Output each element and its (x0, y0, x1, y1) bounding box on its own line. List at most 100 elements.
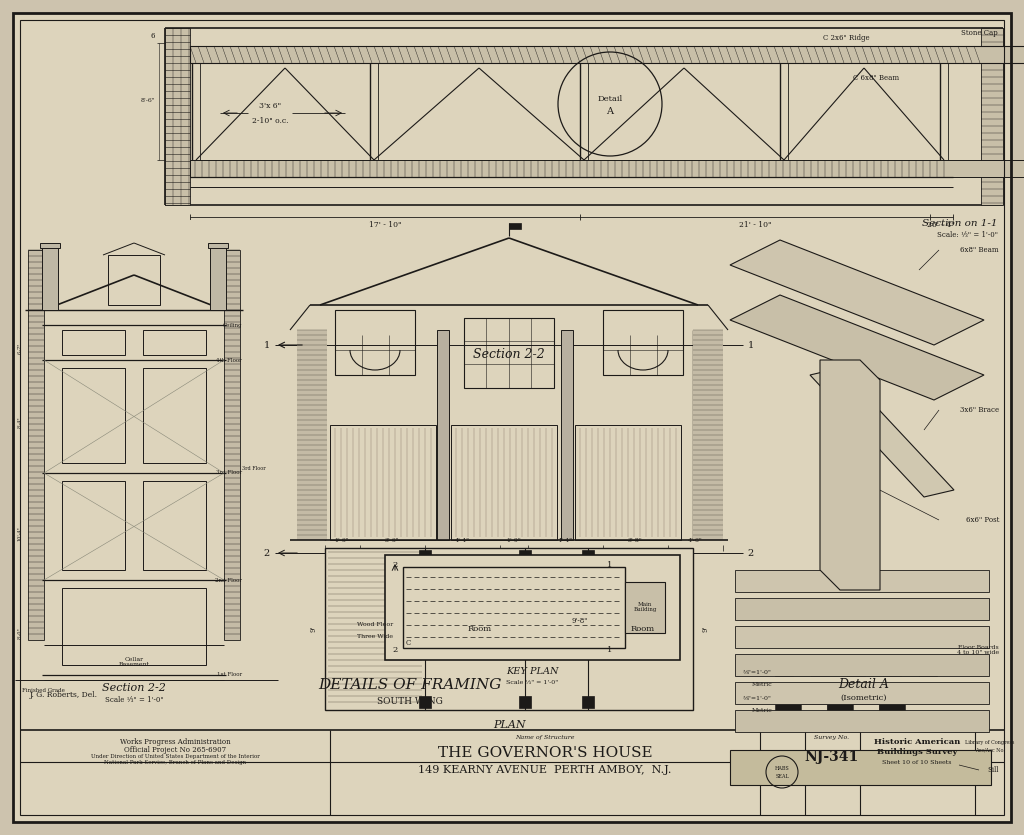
Text: 6x6" Post: 6x6" Post (966, 516, 999, 524)
Text: PLAN: PLAN (493, 720, 525, 730)
Text: 6: 6 (151, 32, 156, 40)
Text: Library of Congress: Library of Congress (966, 740, 1015, 745)
Polygon shape (820, 360, 880, 590)
Bar (561, 330, 573, 540)
Text: Section 2-2: Section 2-2 (102, 683, 166, 693)
Bar (801, 704, 827, 712)
Text: 3rd Floor: 3rd Floor (242, 465, 265, 470)
Text: 8'-6": 8'-6" (140, 99, 155, 104)
Bar (693, 330, 699, 540)
Bar (224, 250, 240, 640)
Text: 4th Floor: 4th Floor (216, 357, 242, 362)
Bar (793, 668, 811, 676)
Text: 3x6" Brace: 3x6" Brace (959, 406, 999, 414)
Text: 26' - 4": 26' - 4" (927, 221, 954, 229)
Bar (315, 330, 321, 540)
Text: Floor Boards
4 to 10" wide: Floor Boards 4 to 10" wide (956, 645, 999, 655)
Bar (143, 330, 206, 355)
Text: 2: 2 (264, 549, 270, 558)
Bar (509, 223, 521, 229)
Bar (143, 481, 206, 570)
Text: (Isometric): (Isometric) (841, 694, 887, 702)
Bar (883, 693, 901, 701)
Bar (711, 330, 717, 540)
Text: Three Wide: Three Wide (357, 634, 393, 639)
Bar (625, 582, 665, 633)
Text: Survey No.: Survey No. (814, 735, 850, 740)
Text: 1: 1 (607, 646, 612, 654)
Bar (143, 368, 206, 463)
Text: Historic American: Historic American (873, 738, 961, 746)
Text: 6'-7": 6'-7" (17, 342, 23, 353)
Bar (827, 704, 853, 712)
Text: 2nd Floor: 2nd Floor (215, 578, 242, 583)
Bar (705, 330, 711, 540)
Bar (519, 550, 531, 562)
Text: National Park Service, Branch of Plans and Design: National Park Service, Branch of Plans a… (104, 760, 246, 765)
Bar (403, 567, 625, 648)
Bar (865, 693, 883, 701)
Text: Official Project No 265-6907: Official Project No 265-6907 (124, 746, 226, 754)
Bar (62, 481, 125, 570)
Bar (919, 693, 937, 701)
Text: 1'-6": 1'-6" (335, 538, 349, 543)
Text: Sheet 10 of 10 Sheets: Sheet 10 of 10 Sheets (883, 760, 951, 765)
Text: DETAILS OF FRAMING: DETAILS OF FRAMING (318, 678, 502, 692)
Bar (28, 250, 44, 640)
Bar (437, 330, 449, 540)
Bar (303, 330, 309, 540)
Text: NJ-341: NJ-341 (805, 750, 859, 764)
Bar (419, 550, 431, 562)
Bar (297, 330, 303, 540)
Text: 3rd Floor: 3rd Floor (216, 470, 242, 475)
Text: 21' - 10": 21' - 10" (738, 221, 771, 229)
Bar (847, 693, 865, 701)
Text: Under Direction of United States Department of the Interior: Under Direction of United States Departm… (90, 754, 259, 759)
Bar (775, 668, 793, 676)
Bar (919, 668, 937, 676)
Text: 4'-6": 4'-6" (688, 538, 702, 543)
Text: Cellar
Basement: Cellar Basement (119, 656, 150, 667)
Text: HABS: HABS (774, 766, 790, 771)
Text: 6x8" Beam: 6x8" Beam (961, 246, 999, 254)
Bar (981, 28, 1002, 205)
Bar (190, 160, 1024, 177)
Text: J. G. Roberts, Del.: J. G. Roberts, Del. (30, 691, 98, 699)
Text: ⅜"=1'-0": ⅜"=1'-0" (743, 671, 772, 676)
Bar (330, 425, 436, 540)
Bar (901, 693, 919, 701)
Text: 9'-8": 9'-8" (571, 617, 588, 625)
Bar (165, 28, 1002, 205)
Bar (901, 668, 919, 676)
Text: Wood Floor: Wood Floor (357, 621, 393, 626)
Bar (62, 330, 125, 355)
Bar (108, 255, 160, 305)
Text: Scale: ⅓" = 1'-0": Scale: ⅓" = 1'-0" (937, 231, 998, 239)
Bar (62, 368, 125, 463)
Text: KEY PLAN: KEY PLAN (506, 667, 558, 676)
Bar (335, 310, 415, 375)
Text: 4'-4": 4'-4" (455, 538, 469, 543)
Text: SOUTH WING: SOUTH WING (377, 696, 443, 706)
Text: 1: 1 (264, 341, 270, 350)
Bar (699, 330, 705, 540)
Text: Room: Room (631, 625, 655, 633)
Bar (210, 245, 226, 310)
Text: Detail A: Detail A (839, 679, 890, 691)
Bar (62, 588, 206, 665)
Text: 10'-4": 10'-4" (17, 526, 23, 541)
Text: Stone Cap: Stone Cap (962, 29, 998, 37)
Text: Detail: Detail (597, 95, 623, 103)
Text: 149 KEARNY AVENUE  PERTH AMBOY,  N.J.: 149 KEARNY AVENUE PERTH AMBOY, N.J. (419, 765, 672, 775)
Bar (730, 750, 991, 785)
Text: Buildings Survey: Buildings Survey (877, 748, 957, 756)
Text: Metric: Metric (752, 682, 772, 687)
Bar (735, 598, 989, 620)
Bar (829, 693, 847, 701)
Text: Section on 1-1: Section on 1-1 (923, 219, 998, 227)
Polygon shape (730, 295, 984, 400)
Bar (717, 330, 723, 540)
Bar (735, 570, 989, 592)
Text: 3'-8": 3'-8" (628, 538, 642, 543)
Bar (793, 693, 811, 701)
